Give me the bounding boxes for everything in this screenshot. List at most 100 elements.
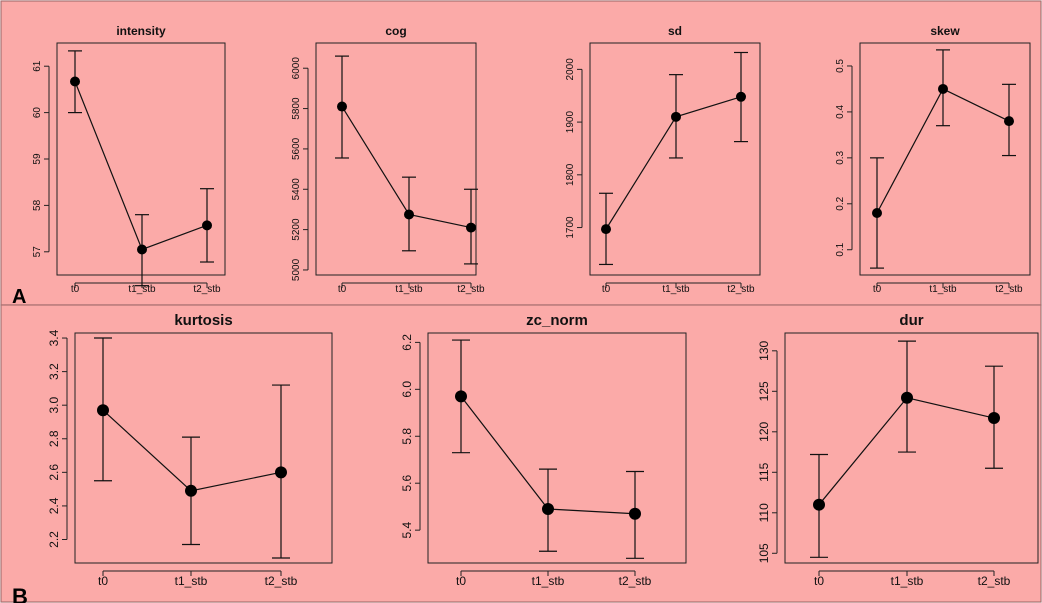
y-tick-label: 5.8 xyxy=(400,428,414,445)
data-point xyxy=(455,390,467,403)
data-point xyxy=(1004,116,1014,127)
data-point xyxy=(872,207,882,218)
y-tick-label: 60 xyxy=(32,107,43,119)
x-tick-label: t2_stb xyxy=(457,284,485,295)
y-tick-label: 5400 xyxy=(291,178,302,201)
y-tick-label: 58 xyxy=(32,199,43,211)
y-tick-label: 3.0 xyxy=(47,397,61,414)
plots: intensity 57 58 59 60 61 t0 t1_stb t2_stb cog 5000… xyxy=(32,24,1039,588)
data-point xyxy=(202,220,212,231)
y-tick-label: 115 xyxy=(757,462,771,481)
y-tick-label: 3.4 xyxy=(47,329,61,346)
panel-a-label: A xyxy=(12,286,26,308)
y-tick-label: 6.2 xyxy=(400,334,414,351)
x-tick-label: t0 xyxy=(873,284,882,295)
y-tick-label: 0.2 xyxy=(835,196,846,210)
x-tick-label: t2_stb xyxy=(265,574,298,588)
plot-box xyxy=(784,332,1039,564)
data-point xyxy=(70,76,80,87)
plot-box xyxy=(74,332,333,564)
y-tick-label: 5200 xyxy=(291,218,302,241)
x-tick-label: t0 xyxy=(602,284,611,295)
x-tick-label: t0 xyxy=(71,284,80,295)
plot-box xyxy=(589,42,761,276)
x-tick-label: t0 xyxy=(456,574,466,588)
x-tick-label: t2_stb xyxy=(193,284,221,295)
x-tick-label: t1_stb xyxy=(532,574,565,588)
y-tick-label: 0.3 xyxy=(835,150,846,164)
data-point xyxy=(542,503,554,516)
plot-intensity: intensity 57 58 59 60 61 t0 t1_stb t2_stb xyxy=(32,24,226,295)
plot-sd: sd 1700 1800 1900 2000 t0 t1_stb t2_stb xyxy=(565,24,761,295)
data-point xyxy=(671,111,681,122)
y-tick-label: 2000 xyxy=(565,58,576,81)
data-point xyxy=(988,412,1000,425)
data-point xyxy=(601,224,611,235)
plot-box xyxy=(315,42,477,276)
y-tick-label: 5.4 xyxy=(400,521,414,538)
data-point xyxy=(404,209,414,220)
y-tick-label: 57 xyxy=(32,246,43,258)
y-tick-label: 5800 xyxy=(291,97,302,120)
y-tick-label: 130 xyxy=(757,340,771,360)
y-tick-label: 2.6 xyxy=(47,464,61,481)
y-tick-label: 2.8 xyxy=(47,430,61,447)
y-tick-label: 1800 xyxy=(565,163,576,186)
y-tick-label: 6000 xyxy=(291,57,302,80)
x-tick-label: t0 xyxy=(338,284,347,295)
y-tick-label: 2.4 xyxy=(47,497,61,514)
chart-title: cog xyxy=(385,24,406,38)
x-tick-label: t2_stb xyxy=(727,284,755,295)
y-tick-label: 5000 xyxy=(291,258,302,281)
y-tick-label: 5.6 xyxy=(400,475,414,492)
data-point xyxy=(813,498,825,511)
y-tick-label: 125 xyxy=(757,381,771,401)
y-tick-label: 1900 xyxy=(565,111,576,134)
panel-a-background xyxy=(0,0,1042,306)
chart-title: kurtosis xyxy=(174,312,232,329)
y-tick-label: 5600 xyxy=(291,137,302,160)
y-tick-label: 0.1 xyxy=(835,242,846,256)
chart-title: skew xyxy=(930,24,960,38)
plot-dur: dur 105 110 115 120 125 130 t0 t1_stb t2_stb xyxy=(757,312,1039,588)
data-point xyxy=(275,466,287,479)
chart-title: intensity xyxy=(116,24,166,38)
panel-b-background xyxy=(0,304,1042,603)
y-tick-label: 0.5 xyxy=(835,59,846,73)
chart-title: zc_norm xyxy=(526,312,588,329)
y-tick-label: 3.2 xyxy=(47,363,61,380)
x-tick-label: t1_stb xyxy=(891,574,924,588)
y-tick-label: 110 xyxy=(757,503,771,522)
x-tick-label: t1_stb xyxy=(175,574,208,588)
x-tick-label: t0 xyxy=(814,574,824,588)
x-tick-label: t1_stb xyxy=(395,284,423,295)
data-point xyxy=(938,83,948,94)
y-tick-label: 120 xyxy=(757,421,771,441)
plot-skew: skew 0.1 0.2 0.3 0.4 0.5 t0 t1_stb t2_stb xyxy=(835,24,1031,295)
x-tick-label: t2_stb xyxy=(995,284,1023,295)
data-point xyxy=(337,101,347,112)
plot-cog: cog 5000 5200 5400 5600 5800 6000 t0 t1_stb t2_st… xyxy=(291,24,485,295)
y-tick-label: 6.0 xyxy=(400,381,414,398)
plot-box xyxy=(859,42,1031,276)
x-tick-label: t1_stb xyxy=(662,284,690,295)
data-point xyxy=(466,222,476,233)
y-tick-label: 2.2 xyxy=(47,531,61,548)
y-tick-label: 59 xyxy=(32,153,43,165)
plot-box xyxy=(56,42,226,276)
data-point xyxy=(97,404,109,417)
data-point xyxy=(736,91,746,102)
x-tick-label: t0 xyxy=(98,574,108,588)
plot-zc_norm: zc_norm 5.4 5.6 5.8 6.0 6.2 t0 t1_stb t2_stb xyxy=(400,312,687,588)
data-point xyxy=(901,391,913,404)
x-tick-label: t1_stb xyxy=(929,284,957,295)
chart-title: dur xyxy=(899,312,923,329)
y-tick-label: 61 xyxy=(32,60,43,72)
plot-kurtosis: kurtosis 2.2 2.4 2.6 2.8 3.0 3.2 3.4 t0 t1_stb t2_… xyxy=(47,312,333,588)
x-tick-label: t2_stb xyxy=(978,574,1011,588)
x-tick-label: t2_stb xyxy=(619,574,652,588)
y-tick-label: 105 xyxy=(757,543,771,563)
data-point xyxy=(629,507,641,520)
